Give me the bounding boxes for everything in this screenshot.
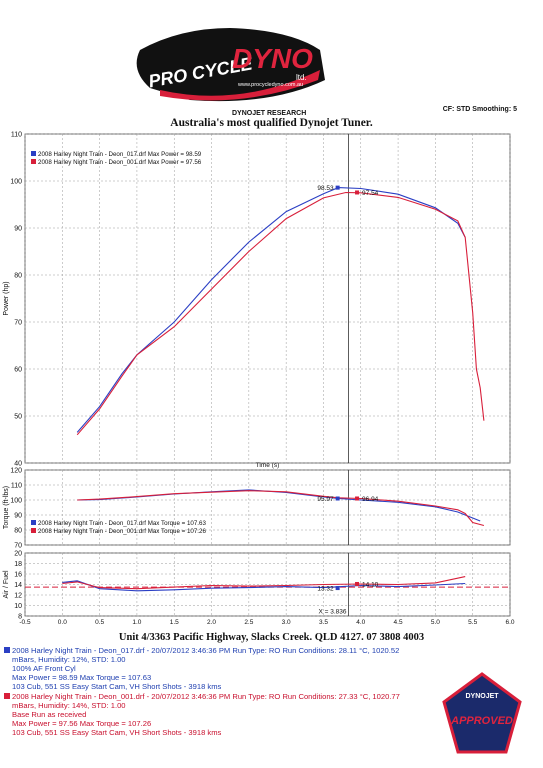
badge-sub-text: DYNOJET	[465, 693, 499, 700]
y-tick-label: 80	[14, 273, 22, 280]
run2-line: 2008 Harley Night Train - Deon_001.drf -…	[12, 692, 400, 701]
annotation-label: 13.32	[317, 586, 334, 593]
annotation-label: 97.54	[362, 190, 379, 197]
x-tick-label: 4.0	[356, 619, 365, 626]
badge-approved-text: APPROVED	[450, 715, 513, 727]
y-tick-label: 14	[14, 582, 22, 589]
plot-frame	[24, 133, 511, 464]
legend-swatch	[31, 151, 36, 156]
run1-line: Max Power = 98.59 Max Torque = 107.63	[12, 673, 152, 682]
run2-line: mBars, Humidity: 14%, STD: 1.00	[12, 701, 126, 710]
run2-swatch	[4, 693, 10, 699]
y-tick-label: 20	[14, 551, 22, 558]
x-tick-label: 0.5	[95, 619, 104, 626]
y-axis-label: Power (hp)	[3, 281, 10, 315]
annotation-label: 98.53	[317, 185, 334, 192]
annotation-marker	[335, 586, 340, 591]
shop-address: Unit 4/3363 Pacific Highway, Slacks Cree…	[118, 632, 425, 643]
legend-swatch	[31, 520, 36, 525]
run2-line: Max Power = 97.56 Max Torque = 107.26	[12, 719, 152, 728]
y-tick-label: 90	[14, 226, 22, 233]
run1-line: 2008 Harley Night Train - Deon_017.drf -…	[12, 646, 400, 655]
y-tick-label: 100	[10, 179, 22, 186]
x-tick-label: 5.5	[468, 619, 477, 626]
annotation-marker	[335, 185, 340, 190]
x-tick-label: 5.0	[431, 619, 440, 626]
legend-entry: 2008 Harley Night Train - Deon_017.drf M…	[38, 520, 206, 527]
y-tick-label: 40	[14, 461, 22, 468]
y-axis-label: Air / Fuel	[3, 570, 10, 598]
x-tick-label: 4.5	[394, 619, 403, 626]
run2-line: Base Run as received	[12, 710, 87, 719]
annotation-label: 95.97	[317, 496, 334, 503]
dynojet-approved-badge: DYNOJET APPROVED	[442, 672, 522, 754]
legend-swatch	[31, 159, 36, 164]
annotation-marker	[355, 496, 360, 501]
series-line-1	[76, 187, 466, 433]
x-axis-label: Time (s)	[256, 462, 280, 469]
x-tick-label: 0.0	[58, 619, 67, 626]
annotation-label: X = 3.836	[319, 608, 347, 615]
y-tick-label: 10	[14, 603, 22, 610]
run1-line: 103 Cub, 551 SS Easy Start Cam, VH Short…	[12, 682, 222, 691]
legend-entry: 2008 Harley Night Train - Deon_001.drf M…	[38, 159, 202, 166]
cf-smoothing-label: CF: STD Smoothing: 5	[442, 106, 517, 113]
logo-url-text: www.procycledyno.com.au	[237, 82, 303, 88]
y-tick-label: 70	[14, 543, 22, 550]
run2-line: 103 Cub, 551 SS Easy Start Cam, VH Short…	[12, 728, 222, 737]
annotation-marker	[355, 581, 360, 586]
annotation-label: 14.10	[362, 581, 379, 588]
y-tick-label: 90	[14, 513, 22, 520]
y-tick-label: 16	[14, 572, 22, 579]
x-tick-label: 3.5	[319, 619, 328, 626]
y-tick-label: 50	[14, 414, 22, 421]
logo-ltd-text: ltd.	[296, 73, 307, 82]
y-tick-label: 110	[11, 483, 22, 490]
y-axis-label: Torque (ft-lbs)	[3, 486, 10, 529]
y-tick-label: 60	[14, 367, 22, 374]
y-tick-label: 110	[11, 132, 22, 139]
y-tick-label: 8	[18, 614, 22, 621]
series-line-1	[62, 580, 466, 592]
legend-entry: 2008 Harley Night Train - Deon_017.drf M…	[38, 151, 202, 158]
x-tick-label: 2.0	[207, 619, 216, 626]
y-tick-label: 100	[10, 498, 22, 505]
y-tick-label: 18	[14, 561, 22, 568]
y-tick-label: 70	[14, 320, 22, 327]
x-tick-label: 3.0	[282, 619, 291, 626]
y-tick-label: 80	[14, 528, 22, 535]
run2-details: 2008 Harley Night Train - Deon_001.drf -…	[12, 692, 400, 737]
legend-swatch	[31, 528, 36, 533]
y-tick-label: 12	[14, 593, 22, 600]
logo-dyno-text: DYNO	[232, 43, 313, 74]
x-tick-label: 6.0	[505, 619, 514, 626]
x-tick-label: 1.5	[170, 619, 179, 626]
series-line-2	[62, 576, 466, 590]
annotation-label: 96.94	[362, 496, 379, 503]
sheet-title: Australia's most qualified Dynojet Tuner…	[170, 117, 373, 129]
run1-details: 2008 Harley Night Train - Deon_017.drf -…	[12, 646, 399, 691]
y-tick-label: 120	[10, 468, 22, 475]
x-tick-label: 1.0	[132, 619, 141, 626]
series-line-2	[76, 191, 485, 436]
pro-cycle-dyno-logo: PRO CYCLE DYNO ltd. www.procycledyno.com…	[136, 28, 325, 102]
run1-line: mBars, Humidity: 12%, STD: 1.00	[12, 655, 126, 664]
annotation-marker	[355, 190, 360, 195]
run1-line: 100% AF Front Cyl	[12, 664, 76, 673]
x-tick-label: 2.5	[244, 619, 253, 626]
series-line-2	[77, 490, 485, 527]
annotation-marker	[335, 496, 340, 501]
run1-swatch	[4, 647, 10, 653]
x-tick-label: -0.5	[19, 619, 31, 626]
legend-entry: 2008 Harley Night Train - Deon_001.drf M…	[38, 528, 206, 535]
dynojet-research-label: DYNOJET RESEARCH	[232, 110, 307, 117]
